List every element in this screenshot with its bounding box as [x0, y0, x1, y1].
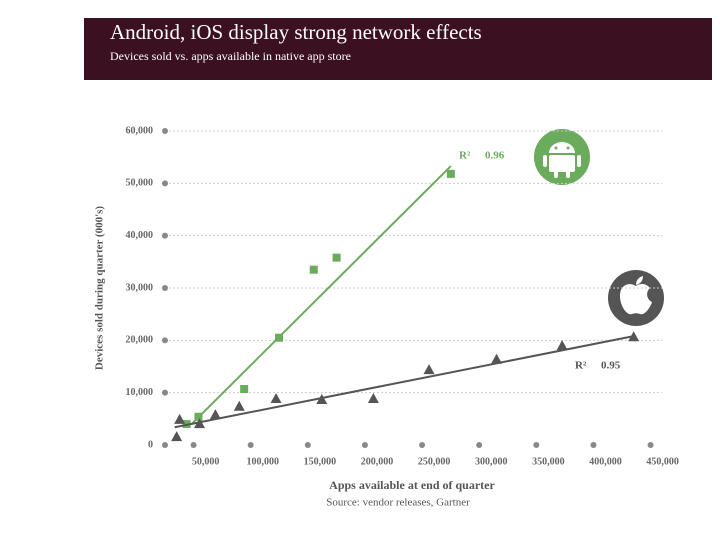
point	[171, 431, 183, 442]
x-tick-label: 100,000	[246, 456, 279, 467]
x-tick-label: 300,000	[475, 456, 508, 467]
point	[194, 412, 203, 421]
y-tick-dot	[162, 285, 168, 291]
point	[628, 331, 640, 342]
x-tick-dot	[304, 442, 311, 448]
y-tick-label: 60,000	[126, 125, 154, 136]
point	[491, 353, 503, 364]
x-tick-dot	[590, 442, 597, 448]
y-tick-dot	[162, 389, 168, 396]
y-tick-dot	[162, 180, 168, 187]
y-tick-label: 50,000	[126, 178, 154, 189]
y-tick-label: 20,000	[126, 335, 154, 346]
y-tick-label: 30,000	[126, 282, 154, 293]
x-tick-dot	[190, 442, 197, 448]
r-squared-label: 0.95	[601, 360, 621, 372]
source: Source: vendor releases, Gartner	[326, 497, 470, 509]
r-squared-label: 0.96	[485, 150, 505, 162]
y-tick-dot	[162, 337, 168, 344]
x-tick-label: 350,000	[532, 456, 565, 467]
android-icon	[534, 129, 590, 185]
point	[316, 393, 328, 404]
y-tick-dot	[162, 232, 168, 239]
x-tick-dot	[419, 442, 426, 448]
point	[309, 265, 318, 274]
y-tick-label: 10,000	[126, 387, 154, 398]
chart-title: Android, iOS display strong network effe…	[110, 20, 482, 44]
x-tick-label: 50,000	[192, 456, 220, 467]
x-tick-dot	[476, 442, 483, 448]
trend-line	[190, 165, 452, 425]
x-tick-dot	[247, 442, 254, 448]
y-tick-label: 0	[148, 439, 153, 450]
point	[209, 409, 221, 420]
y-tick-label: 40,000	[126, 230, 154, 241]
point	[240, 385, 249, 394]
x-axis-label: Apps available at end of quarter	[329, 478, 495, 492]
x-tick-label: 450,000	[646, 456, 679, 467]
apple-icon	[608, 270, 664, 326]
point	[423, 364, 435, 375]
x-tick-dot	[647, 442, 654, 448]
y-axis-label: Devices sold during quarter (000's)	[94, 206, 106, 371]
point	[233, 400, 245, 411]
header-band	[84, 18, 712, 80]
point	[174, 413, 186, 424]
point	[332, 253, 341, 262]
point	[275, 333, 284, 342]
x-tick-label: 400,000	[589, 456, 622, 467]
chart-subtitle: Devices sold vs. apps available in nativ…	[110, 49, 351, 63]
x-tick-dot	[361, 442, 368, 448]
y-tick-dot	[162, 442, 168, 448]
x-tick-label: 200,000	[361, 456, 394, 467]
point	[446, 169, 455, 178]
point	[367, 392, 379, 403]
point	[194, 418, 206, 429]
point	[556, 340, 568, 351]
trend-line	[174, 335, 634, 429]
x-tick-dot	[533, 442, 540, 448]
r-squared-label: R²	[575, 360, 587, 372]
x-tick-label: 250,000	[418, 456, 451, 467]
y-tick-dot	[162, 128, 168, 134]
x-tick-label: 150,000	[304, 456, 337, 467]
r-squared-label: R²	[459, 150, 471, 162]
point	[270, 392, 282, 403]
